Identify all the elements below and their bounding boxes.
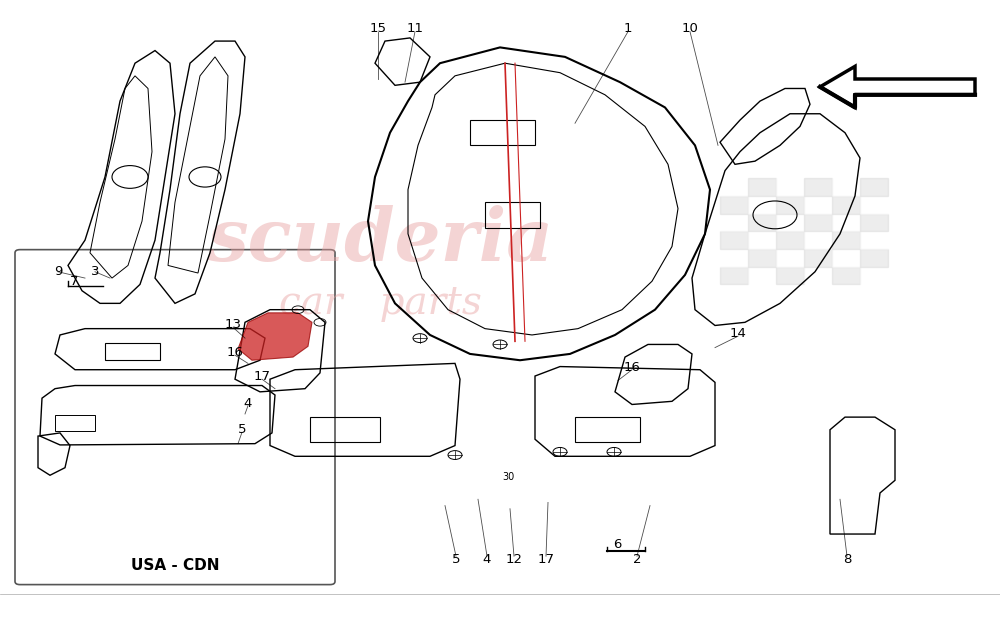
Text: 4: 4 [483, 553, 491, 566]
Bar [832, 178, 860, 196]
Bar [776, 178, 804, 196]
Text: 9: 9 [54, 265, 62, 278]
Text: 6: 6 [613, 538, 621, 551]
Text: 12: 12 [506, 553, 522, 566]
Text: 30: 30 [502, 472, 514, 482]
Bar [748, 267, 776, 284]
Bar [832, 214, 860, 231]
Text: 15: 15 [370, 22, 386, 35]
Polygon shape [820, 66, 975, 107]
Text: 7: 7 [70, 275, 78, 288]
Bar [832, 231, 860, 249]
Text: 13: 13 [224, 319, 242, 331]
Text: 4: 4 [244, 397, 252, 410]
Text: scuderia: scuderia [207, 205, 553, 276]
Bar [776, 231, 804, 249]
Text: 1: 1 [624, 22, 632, 35]
FancyBboxPatch shape [15, 250, 335, 585]
Text: 3: 3 [91, 265, 99, 278]
Bar [804, 178, 832, 196]
Bar [748, 196, 776, 214]
Text: USA - CDN: USA - CDN [131, 558, 219, 573]
Bar [776, 214, 804, 231]
Bar [860, 231, 888, 249]
Text: car   parts: car parts [279, 285, 481, 322]
Text: 16: 16 [624, 362, 640, 374]
Bar [485, 202, 540, 228]
Bar [720, 178, 748, 196]
Bar [804, 267, 832, 284]
Bar [470, 120, 535, 145]
Text: 11: 11 [406, 22, 424, 35]
Bar [804, 196, 832, 214]
Text: 10: 10 [682, 22, 698, 35]
Bar [776, 196, 804, 214]
Bar [860, 249, 888, 267]
Bar [720, 249, 748, 267]
Polygon shape [238, 313, 312, 360]
Text: 8: 8 [843, 553, 851, 566]
Text: 16: 16 [227, 346, 243, 359]
Bar [748, 214, 776, 231]
Bar [720, 231, 748, 249]
Bar [832, 267, 860, 284]
Bar [55, 415, 95, 431]
Bar [860, 214, 888, 231]
Text: 2: 2 [633, 553, 641, 566]
Bar [720, 214, 748, 231]
Bar [748, 249, 776, 267]
Bar [860, 178, 888, 196]
Text: 14: 14 [730, 327, 746, 340]
Bar [804, 214, 832, 231]
Bar [105, 343, 160, 360]
Bar [776, 249, 804, 267]
Bar [804, 249, 832, 267]
Text: 5: 5 [238, 423, 246, 436]
Bar [748, 231, 776, 249]
Bar [720, 196, 748, 214]
Text: 5: 5 [452, 553, 460, 566]
Bar [804, 231, 832, 249]
Bar [832, 249, 860, 267]
Bar [832, 196, 860, 214]
Bar [748, 178, 776, 196]
Bar [860, 267, 888, 284]
Bar [310, 417, 380, 442]
Bar [776, 267, 804, 284]
Text: 17: 17 [538, 553, 554, 566]
Bar [860, 196, 888, 214]
Bar [575, 417, 640, 442]
Bar [720, 267, 748, 284]
Text: 17: 17 [254, 370, 270, 383]
